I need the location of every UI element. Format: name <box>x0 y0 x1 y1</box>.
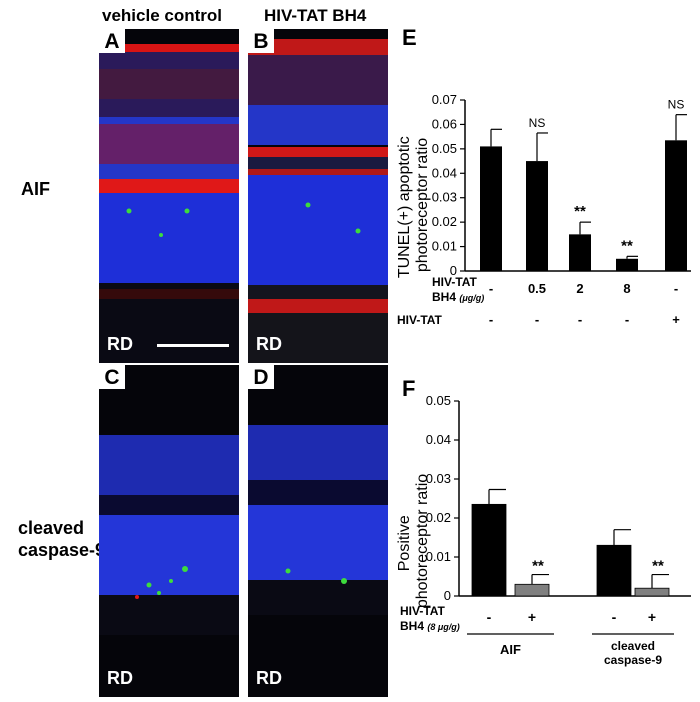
row-label-cleaved-caspase-9: cleaved caspase-9 <box>18 517 105 561</box>
chart-f-significance: ** <box>532 558 544 575</box>
chart-e-letter: E <box>402 25 417 50</box>
chart-f-ytick-label: 0.01 <box>426 549 451 564</box>
panel-a-image <box>99 29 239 363</box>
chart-f-ytick-label: 0.02 <box>426 510 451 525</box>
chart-e-bar <box>526 161 548 271</box>
chart-e-significance: NS <box>529 116 546 130</box>
chart-e-row1-value: 8 <box>623 281 630 296</box>
row-label-line1: cleaved <box>18 518 85 538</box>
chart-e-row2-label: HIV-TAT <box>397 313 443 327</box>
panel-a-letter: A <box>99 29 125 53</box>
panel-d-micrograph: D RD <box>248 365 388 697</box>
chart-e-ytick-label: 0 <box>450 263 457 278</box>
chart-e-row1-value: 2 <box>576 281 583 296</box>
chart-e-row2-value: - <box>625 312 629 327</box>
chart-f-group-label-line1: cleaved <box>611 639 655 653</box>
row-label-line2: caspase-9 <box>18 540 106 560</box>
chart-f-bar <box>471 503 507 597</box>
panel-c-image <box>99 365 239 697</box>
chart-f-row-unit: (8 μg/g) <box>427 622 459 632</box>
header-vehicle-control: vehicle control <box>102 6 222 25</box>
panel-b-letter: B <box>248 29 274 53</box>
chart-e: E TUNEL(+) apoptotic photoreceptor ratio… <box>396 25 691 327</box>
chart-e-row1-unit: (μg/g) <box>459 293 484 303</box>
chart-e-row1-label-line1: HIV-TAT <box>432 275 478 289</box>
chart-e-ylabel: TUNEL(+) apoptotic photoreceptor ratio <box>396 132 431 278</box>
chart-e-significance: NS <box>668 98 685 112</box>
header-hiv-tat-bh4: HIV-TAT BH4 <box>264 6 367 25</box>
chart-e-row2-value: + <box>672 312 680 327</box>
chart-f-letter: F <box>402 376 415 401</box>
chart-f-ytick-label: 0.04 <box>426 432 451 447</box>
chart-e-row1-value: - <box>489 281 493 296</box>
chart-f-row-value: + <box>648 609 656 625</box>
chart-e-significance: ** <box>574 203 586 220</box>
chart-f-row-value: - <box>612 609 617 625</box>
chart-e-row1-value: 0.5 <box>528 281 546 296</box>
chart-e-row1-value: - <box>674 281 678 296</box>
chart-e-row2-value: - <box>489 312 493 327</box>
chart-e-ylabel-line2: photoreceptor ratio <box>414 138 431 272</box>
chart-f-ylabel-line1: Positive <box>396 515 413 571</box>
panel-c-micrograph: C RD <box>99 365 239 697</box>
chart-f-group-label-line2: caspase-9 <box>604 653 662 667</box>
chart-e-bar <box>480 146 502 271</box>
panel-c-rd-label: RD <box>107 668 133 688</box>
panel-a-micrograph: A RD <box>99 29 239 363</box>
panel-b-micrograph: B RD <box>248 29 388 363</box>
chart-f-row-value: + <box>528 609 536 625</box>
chart-e-significance: ** <box>621 237 633 254</box>
chart-e-ytick-label: 0.03 <box>432 190 457 205</box>
chart-e-row2-value: - <box>535 312 539 327</box>
panel-a-rd-label: RD <box>107 334 133 354</box>
chart-f-bar <box>596 544 632 597</box>
chart-e-ytick-label: 0.04 <box>432 165 457 180</box>
chart-f-ytick-label: 0.03 <box>426 471 451 486</box>
chart-f-row-label-line2: BH4 (8 μg/g) <box>400 619 460 633</box>
chart-e-ytick-label: 0.06 <box>432 116 457 131</box>
chart-e-bar <box>616 258 638 271</box>
chart-e-ytick-label: 0.02 <box>432 214 457 229</box>
chart-e-row2-value: - <box>578 312 582 327</box>
panel-b-rd-label: RD <box>256 334 282 354</box>
chart-f-ytick-label: 0 <box>444 588 451 603</box>
chart-e-row1-bh4: BH4 <box>432 290 456 304</box>
chart-e-bar <box>569 234 591 271</box>
chart-f-row-label-line1: HIV-TAT <box>400 604 446 618</box>
panel-d-letter: D <box>248 365 274 389</box>
chart-f-row-bh4: BH4 <box>400 619 424 633</box>
chart-e-bar <box>665 140 687 271</box>
row-label-aif: AIF <box>21 179 50 199</box>
chart-f-group-label-aif: AIF <box>500 642 521 657</box>
chart-e-ylabel-line1: TUNEL(+) apoptotic <box>396 136 413 278</box>
panel-d-image <box>248 365 388 697</box>
scale-bar <box>157 344 229 347</box>
panel-b-image <box>248 29 388 363</box>
chart-f-row-value: - <box>487 609 492 625</box>
chart-f-ytick-label: 0.05 <box>426 393 451 408</box>
chart-f-bar <box>514 583 550 597</box>
chart-f-bar <box>634 587 670 597</box>
panel-c-letter: C <box>99 365 125 389</box>
chart-f: F Positive photoreceptor ratio 0 0.01 0.02… <box>396 376 691 667</box>
panel-d-rd-label: RD <box>256 668 282 688</box>
chart-f-ylabel-line2: photoreceptor ratio <box>414 474 431 608</box>
chart-e-ytick-label: 0.07 <box>432 92 457 107</box>
chart-f-ylabel: Positive photoreceptor ratio <box>396 474 431 608</box>
chart-e-row1-label-line2: BH4 (μg/g) <box>432 290 484 304</box>
chart-e-ytick-label: 0.01 <box>432 239 457 254</box>
chart-e-ytick-label: 0.05 <box>432 141 457 156</box>
chart-f-significance: ** <box>652 558 664 575</box>
